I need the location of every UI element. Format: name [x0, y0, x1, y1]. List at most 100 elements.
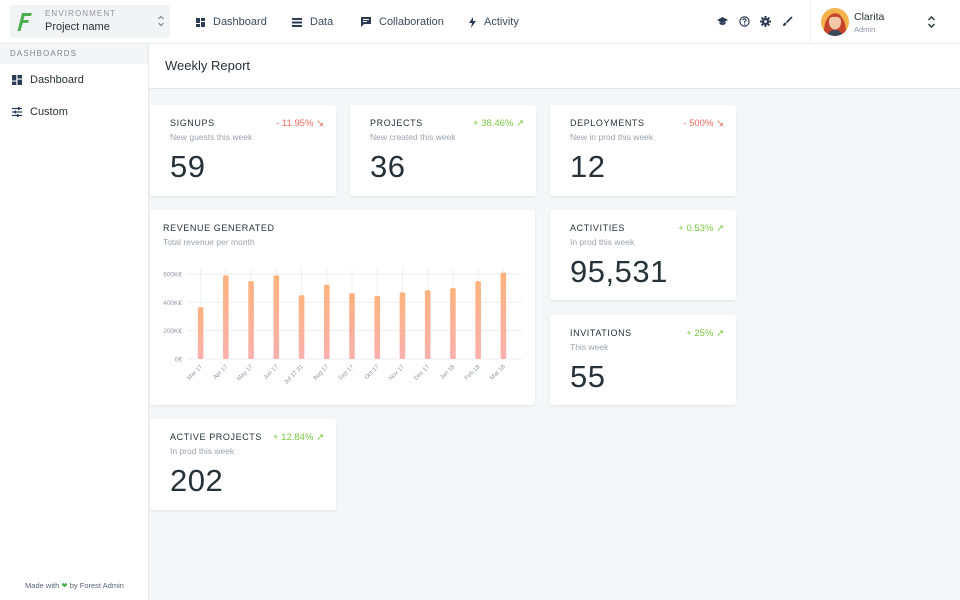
revenue-bar[interactable]	[399, 292, 406, 359]
nav-collaboration[interactable]: Collaboration	[361, 0, 444, 44]
sliders-icon	[12, 107, 22, 117]
card-title: DEPLOYMENTS	[570, 118, 645, 128]
page-header: Weekly Report	[149, 44, 960, 89]
active-projects-card[interactable]: ACTIVE PROJECTS + 12.84% ↗ In prod this …	[150, 419, 336, 510]
revenue-bar[interactable]	[298, 295, 305, 359]
x-tick-label: Sep 17	[338, 364, 356, 382]
graduation-cap-icon[interactable]	[717, 16, 728, 27]
card-title: REVENUE GENERATED	[163, 223, 275, 233]
sidebar-item-label: Dashboard	[30, 74, 84, 86]
card-value: 12	[570, 149, 606, 184]
revenue-bar[interactable]	[374, 295, 381, 359]
card-value: 55	[570, 359, 606, 394]
card-subtitle: In prod this week	[570, 237, 635, 247]
bolt-icon	[469, 16, 476, 28]
environment-selector[interactable]: ENVIRONMENT Project name	[10, 5, 170, 38]
card-title: PROJECTS	[370, 118, 423, 128]
activities-card[interactable]: ACTIVITIES + 0.53% ↗ In prod this week 9…	[550, 210, 736, 300]
revenue-bar[interactable]	[349, 293, 355, 359]
revenue-bar[interactable]	[223, 275, 229, 359]
nav-collaboration-label: Collaboration	[379, 16, 444, 28]
revenue-bar[interactable]	[273, 275, 280, 359]
x-tick-label: Dec 17	[413, 364, 431, 382]
deployments-card[interactable]: DEPLOYMENTS - 500% ↘ New in prod this we…	[550, 105, 736, 196]
x-tick-label: Nov 17	[388, 364, 406, 382]
revenue-bar[interactable]	[197, 307, 204, 359]
dashboard-icon	[196, 17, 205, 27]
dashboard-icon	[12, 75, 22, 85]
forest-logo-icon	[17, 13, 32, 31]
x-tick-label: May 17	[236, 364, 255, 383]
x-tick-label: Apr 17	[213, 364, 230, 381]
user-menu[interactable]: Clarita Admin	[810, 0, 960, 44]
trend-badge: + 12.84% ↗	[272, 432, 324, 443]
nav-activity-label: Activity	[484, 16, 519, 28]
signups-card[interactable]: SIGNUPS - 11.95% ↘ New guests this week …	[150, 105, 336, 196]
x-tick-label: Feb 18	[464, 364, 482, 382]
footer-suffix: by Forest Admin	[69, 581, 124, 590]
list-icon	[292, 17, 302, 27]
y-tick-label: 400K€	[163, 300, 182, 307]
card-value: 202	[170, 463, 224, 498]
environment-label: ENVIRONMENT	[45, 9, 117, 18]
heart-icon: ❤	[61, 581, 68, 590]
card-title: SIGNUPS	[170, 118, 215, 128]
trend-badge: + 38.46% ↗	[472, 118, 524, 129]
revenue-bar[interactable]	[450, 288, 456, 359]
page-title: Weekly Report	[165, 58, 251, 73]
gear-icon[interactable]	[760, 16, 771, 27]
card-title: ACTIVITIES	[570, 223, 626, 233]
user-role: Admin	[854, 25, 876, 34]
x-tick-label: Mar 17	[187, 364, 205, 382]
nav-data[interactable]: Data	[292, 0, 333, 44]
environment-value: Project name	[45, 21, 110, 33]
chevron-up-down-icon	[158, 15, 164, 27]
invitations-card[interactable]: INVITATIONS + 25% ↗ This week 55	[550, 315, 736, 405]
x-tick-label: Jan 18	[439, 364, 456, 381]
revenue-bar-chart: 0€ 200K€ 400K€ 600K€ Mar 17 Apr 17 May 17 Jun 1…	[163, 268, 522, 386]
trend-badge: - 500% ↘	[683, 118, 724, 129]
chat-icon	[361, 17, 371, 27]
nav-dashboard[interactable]: Dashboard	[196, 0, 267, 44]
x-tick-label: Jul 17 31	[283, 364, 305, 386]
x-tick-label: Mar 18	[489, 364, 507, 382]
user-name: Clarita	[854, 11, 885, 23]
sidebar-footer: Made with ❤ by Forest Admin	[0, 581, 149, 590]
sidebar-section-header: DASHBOARDS	[0, 44, 148, 64]
trend-badge: + 0.53% ↗	[678, 223, 724, 234]
avatar	[821, 8, 849, 36]
trend-badge: - 11.95% ↘	[276, 118, 324, 129]
sidebar-item-dashboard[interactable]: Dashboard	[0, 64, 148, 96]
card-value: 59	[170, 149, 206, 184]
card-subtitle: This week	[570, 342, 609, 352]
revenue-bar[interactable]	[475, 281, 481, 359]
top-bar: ENVIRONMENT Project name Dashboard Data …	[0, 0, 960, 44]
revenue-bar[interactable]	[248, 281, 254, 359]
x-tick-label: Aug 17	[312, 364, 330, 382]
revenue-bar[interactable]	[500, 272, 507, 359]
footer-prefix: Made with	[25, 581, 60, 590]
card-value: 95,531	[570, 254, 668, 289]
card-subtitle: New in prod this week	[570, 132, 654, 142]
projects-card[interactable]: PROJECTS + 38.46% ↗ New created this wee…	[350, 105, 536, 196]
x-tick-label: Jun 17	[263, 364, 280, 381]
card-value: 36	[370, 149, 406, 184]
card-title: ACTIVE PROJECTS	[170, 432, 263, 442]
nav-dashboard-label: Dashboard	[213, 16, 267, 28]
revenue-chart-card[interactable]: REVENUE GENERATED Total revenue per mont…	[150, 210, 535, 405]
help-icon[interactable]	[739, 16, 750, 27]
sidebar-item-label: Custom	[30, 106, 68, 118]
brush-icon[interactable]	[782, 16, 793, 27]
card-title: INVITATIONS	[570, 328, 632, 338]
revenue-bar[interactable]	[424, 290, 431, 359]
trend-badge: + 25% ↗	[686, 328, 724, 339]
chevron-up-down-icon	[928, 16, 935, 28]
nav-data-label: Data	[310, 16, 334, 28]
y-tick-label: 200K€	[163, 328, 182, 335]
sidebar-item-custom[interactable]: Custom	[0, 96, 148, 128]
nav-activity[interactable]: Activity	[469, 0, 519, 44]
card-subtitle: In prod this week	[170, 446, 235, 456]
y-tick-label: 600K€	[163, 272, 182, 279]
sidebar: DASHBOARDS Dashboard Custom Made with ❤ …	[0, 44, 149, 600]
revenue-bar[interactable]	[323, 284, 330, 359]
